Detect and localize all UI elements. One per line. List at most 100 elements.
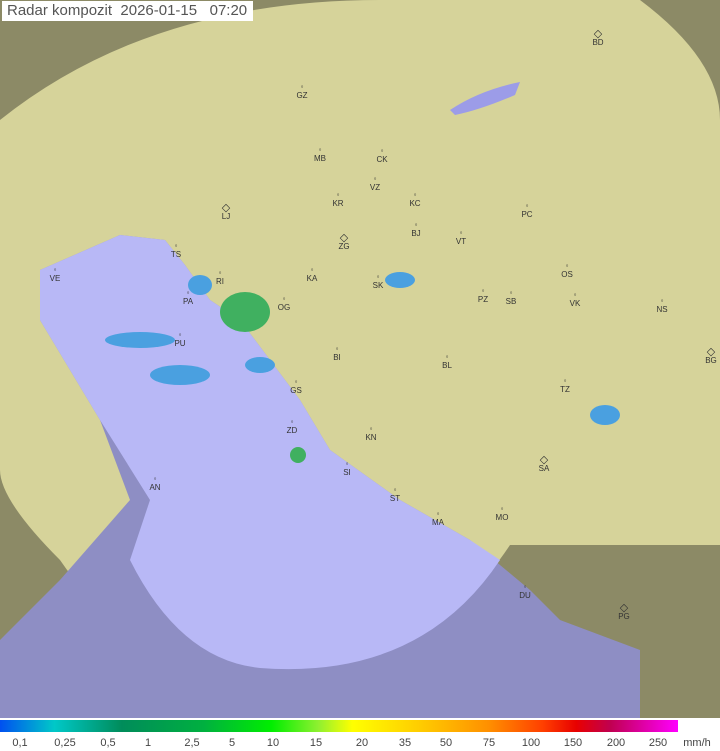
city-og: ◦ OG bbox=[277, 294, 291, 313]
city-label: ZG bbox=[338, 242, 350, 251]
legend-label: 50 bbox=[439, 737, 453, 749]
city-dot-icon: ◦ bbox=[500, 504, 504, 513]
city-ka: ◦ KA bbox=[306, 266, 318, 284]
legend-label: 35 bbox=[398, 737, 412, 749]
city-label: KA bbox=[306, 274, 318, 283]
city-dot-icon: ◦ bbox=[445, 352, 449, 361]
legend-label: 250 bbox=[648, 737, 668, 749]
city-zg: ◇ ZG bbox=[338, 233, 350, 252]
city-dot-icon: ◦ bbox=[345, 459, 349, 468]
city-mb: ◦ MB bbox=[314, 145, 326, 164]
city-vt: ◦ VT bbox=[455, 228, 467, 247]
legend-label: 5 bbox=[228, 737, 236, 749]
city-dot-icon: ◦ bbox=[393, 485, 397, 494]
city-dot-icon: ◦ bbox=[53, 265, 57, 274]
city-label: MA bbox=[432, 518, 444, 527]
city-label: LJ bbox=[221, 212, 231, 221]
city-label: GZ bbox=[296, 91, 308, 100]
city-label: VT bbox=[455, 237, 467, 246]
city-st: ◦ ST bbox=[390, 485, 400, 504]
city-label: MO bbox=[495, 513, 509, 522]
city-dot-icon: ◦ bbox=[282, 294, 286, 303]
city-bi: ◦ BI bbox=[333, 344, 341, 363]
city-label: BG bbox=[705, 356, 717, 365]
city-tz: ◦ TZ bbox=[560, 376, 570, 395]
city-dot-icon: ◦ bbox=[413, 190, 417, 199]
city-ve: ◦ VE bbox=[50, 265, 61, 284]
city-gz: ◦ GZ bbox=[296, 83, 308, 101]
city-dot-icon: ◦ bbox=[335, 344, 339, 353]
city-label: BD bbox=[592, 38, 604, 47]
city-dot-icon: ◦ bbox=[218, 268, 222, 277]
legend-label: 0,1 bbox=[12, 737, 28, 749]
city-label: SB bbox=[505, 297, 517, 306]
city-dot-icon: ◦ bbox=[318, 145, 322, 154]
city-label: DU bbox=[519, 591, 531, 600]
city-pg: ◇ PG bbox=[618, 603, 630, 622]
city-label: SI bbox=[343, 468, 351, 477]
city-label: VK bbox=[569, 299, 581, 308]
city-label: ZD bbox=[286, 426, 298, 435]
city-label: KR bbox=[332, 199, 344, 208]
city-dot-icon: ◦ bbox=[174, 241, 178, 250]
city-pa: ◦ PA bbox=[182, 288, 194, 307]
city-vk: ◦ VK bbox=[569, 291, 581, 309]
city-kr: ◦ KR bbox=[332, 190, 344, 209]
capital-diamond-icon: ◇ bbox=[706, 346, 716, 358]
city-pu: ◦ PU bbox=[174, 330, 185, 349]
legend-label: 15 bbox=[309, 737, 323, 749]
city-label: KC bbox=[409, 199, 421, 208]
city-dot-icon: ◦ bbox=[290, 417, 294, 426]
city-dot-icon: ◦ bbox=[414, 220, 418, 229]
city-vz: ◦ VZ bbox=[369, 174, 381, 193]
city-dot-icon: ◦ bbox=[153, 474, 157, 483]
city-dot-icon: ◦ bbox=[436, 509, 440, 518]
city-label: BL bbox=[442, 361, 452, 370]
city-ts: ◦ TS bbox=[170, 241, 182, 260]
city-label: VZ bbox=[369, 183, 381, 192]
city-bj: ◦ BJ bbox=[411, 220, 420, 239]
city-label: SK bbox=[372, 281, 384, 290]
legend-unit: mm/h bbox=[683, 737, 711, 749]
legend-label: 1 bbox=[144, 737, 152, 749]
radar-map bbox=[0, 0, 720, 718]
city-label: AN bbox=[149, 483, 161, 492]
city-zd: ◦ ZD bbox=[286, 417, 298, 436]
city-mo: ◦ MO bbox=[495, 504, 509, 523]
capital-diamond-icon: ◇ bbox=[539, 454, 549, 466]
city-dot-icon: ◦ bbox=[294, 377, 298, 386]
city-label: TZ bbox=[560, 385, 570, 394]
city-an: ◦ AN bbox=[149, 474, 161, 493]
capital-diamond-icon: ◇ bbox=[593, 28, 603, 40]
city-dot-icon: ◦ bbox=[459, 228, 463, 237]
city-dot-icon: ◦ bbox=[380, 146, 384, 155]
legend-label: 100 bbox=[521, 737, 541, 749]
city-label: OG bbox=[277, 303, 291, 312]
city-label: TS bbox=[170, 250, 182, 259]
city-dot-icon: ◦ bbox=[376, 272, 380, 281]
legend-label: 0,25 bbox=[54, 737, 76, 749]
city-dot-icon: ◦ bbox=[563, 376, 567, 385]
city-label: RI bbox=[216, 277, 224, 286]
city-label: PG bbox=[618, 612, 630, 621]
city-dot-icon: ◦ bbox=[660, 296, 664, 305]
city-gs: ◦ GS bbox=[290, 377, 302, 396]
city-label: PA bbox=[182, 297, 194, 306]
city-dot-icon: ◦ bbox=[509, 288, 513, 297]
city-bd: ◇ BD bbox=[592, 28, 604, 48]
city-pz: ◦ PZ bbox=[477, 287, 489, 305]
legend-label: 150 bbox=[563, 737, 583, 749]
city-dot-icon: ◦ bbox=[186, 288, 190, 297]
city-dot-icon: ◦ bbox=[373, 174, 377, 183]
city-dot-icon: ◦ bbox=[336, 190, 340, 199]
city-du: ◦ DU bbox=[519, 583, 531, 601]
city-dot-icon: ◦ bbox=[178, 330, 182, 339]
city-label: PZ bbox=[477, 295, 489, 304]
city-ck: ◦ CK bbox=[376, 146, 387, 165]
capital-diamond-icon: ◇ bbox=[221, 202, 231, 214]
city-dot-icon: ◦ bbox=[565, 261, 569, 270]
city-dot-icon: ◦ bbox=[525, 201, 529, 210]
legend-color-bar bbox=[0, 720, 678, 732]
city-label: OS bbox=[561, 270, 573, 279]
legend-label: 75 bbox=[482, 737, 496, 749]
